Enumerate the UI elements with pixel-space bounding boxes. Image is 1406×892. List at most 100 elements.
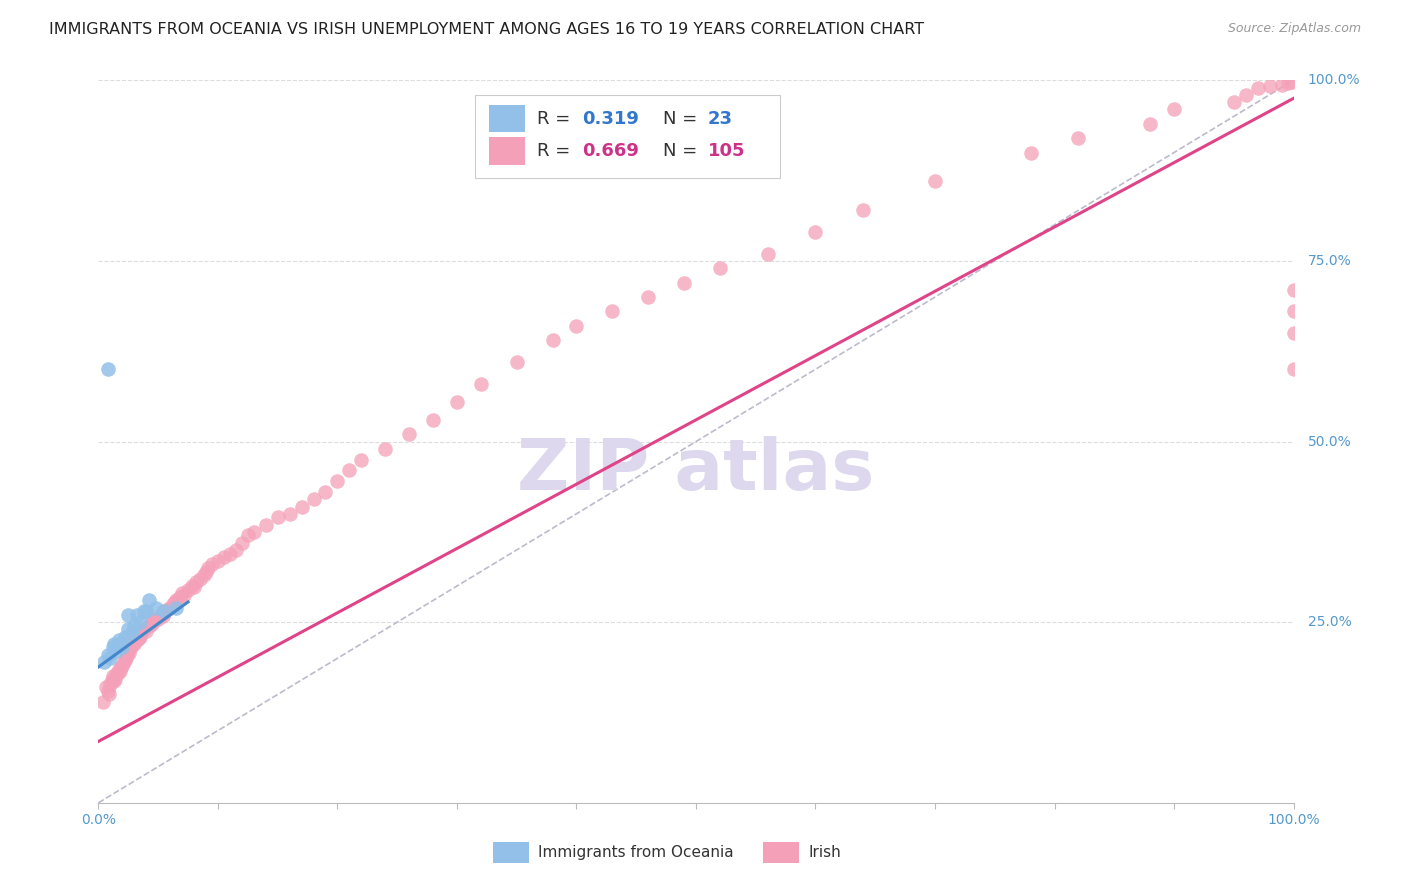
Point (115, 651, 138, 665)
FancyBboxPatch shape (763, 842, 799, 863)
Point (103, 637, 125, 651)
Point (852, 203, 875, 218)
Point (165, 600, 187, 615)
Point (156, 602, 179, 616)
Point (98, 687, 121, 701)
Text: IMMIGRANTS FROM OCEANIA VS IRISH UNEMPLOYMENT AMONG AGES 16 TO 19 YEARS CORRELAT: IMMIGRANTS FROM OCEANIA VS IRISH UNEMPLO… (49, 22, 924, 37)
Point (446, 394, 468, 409)
Point (135, 624, 157, 638)
Point (315, 485, 337, 500)
Point (97, 683, 120, 698)
Point (195, 565, 218, 579)
Point (155, 604, 177, 618)
Point (124, 619, 146, 633)
Point (162, 597, 184, 611)
Point (132, 604, 155, 618)
Text: ZIP atlas: ZIP atlas (517, 436, 875, 505)
Text: Immigrants from Oceania: Immigrants from Oceania (538, 845, 734, 860)
Point (302, 492, 325, 507)
Point (117, 607, 139, 622)
Point (374, 442, 396, 456)
Point (98, 676, 122, 690)
Point (1019, 145, 1042, 160)
Point (180, 579, 202, 593)
Point (145, 611, 167, 625)
Point (139, 615, 162, 630)
Point (186, 575, 208, 590)
FancyBboxPatch shape (475, 95, 780, 178)
Point (145, 600, 167, 615)
Point (470, 376, 492, 391)
Point (207, 554, 229, 568)
Point (163, 595, 186, 609)
Point (1281, 75, 1303, 89)
Text: N =: N = (662, 142, 703, 160)
Point (1282, 362, 1305, 376)
Point (112, 655, 135, 669)
Point (172, 586, 194, 600)
Point (1282, 326, 1305, 340)
FancyBboxPatch shape (489, 137, 524, 165)
Point (1139, 117, 1161, 131)
Point (1271, 78, 1294, 92)
Point (103, 674, 125, 689)
Point (152, 609, 174, 624)
Point (153, 607, 176, 621)
Point (177, 582, 200, 597)
Point (541, 334, 564, 348)
Point (121, 638, 143, 652)
Point (602, 304, 624, 318)
Point (111, 640, 134, 655)
Point (212, 550, 235, 565)
Point (142, 614, 165, 628)
Point (756, 246, 779, 260)
Point (114, 653, 136, 667)
Point (98, 651, 122, 665)
Point (506, 355, 529, 369)
Point (924, 174, 946, 188)
Text: 100.0%: 100.0% (1308, 73, 1361, 87)
Text: Irish: Irish (808, 845, 841, 860)
Point (107, 665, 129, 680)
Point (94, 680, 117, 694)
Point (131, 626, 153, 640)
Point (565, 318, 588, 333)
Point (135, 604, 157, 618)
Point (141, 616, 163, 631)
Point (128, 631, 150, 645)
Point (1258, 78, 1281, 93)
Point (107, 662, 129, 676)
Point (101, 640, 124, 655)
Point (110, 660, 132, 674)
Point (243, 524, 266, 539)
Point (225, 542, 247, 557)
Point (1223, 95, 1246, 109)
Point (339, 463, 361, 477)
Point (231, 535, 253, 549)
Point (125, 633, 148, 648)
Point (197, 561, 219, 575)
Point (121, 626, 143, 640)
Point (125, 607, 148, 622)
Text: Source: ZipAtlas.com: Source: ZipAtlas.com (1227, 22, 1361, 36)
Point (1277, 76, 1299, 90)
Point (148, 611, 170, 625)
Point (117, 644, 139, 658)
Text: R =: R = (537, 110, 576, 128)
Point (709, 261, 731, 276)
Point (138, 593, 160, 607)
Point (124, 637, 146, 651)
Point (422, 413, 444, 427)
Point (278, 507, 301, 521)
FancyBboxPatch shape (494, 842, 529, 863)
Text: 105: 105 (709, 142, 745, 160)
Point (105, 644, 128, 658)
Point (201, 558, 224, 572)
Point (97, 648, 120, 662)
Point (254, 517, 277, 532)
Point (1234, 87, 1257, 102)
Text: 0.319: 0.319 (582, 110, 640, 128)
Point (107, 633, 129, 648)
Point (149, 607, 172, 622)
Point (183, 581, 205, 595)
